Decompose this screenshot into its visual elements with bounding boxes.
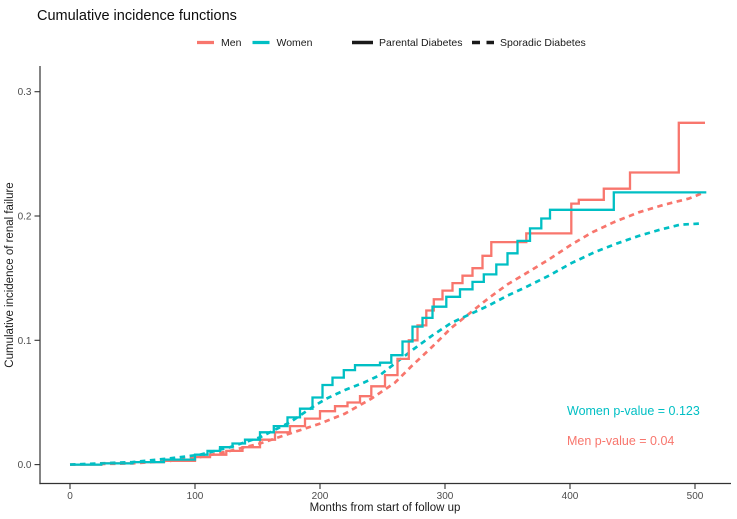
chart-title: Cumulative incidence functions — [37, 8, 237, 24]
x-tick-label: 100 — [187, 491, 204, 502]
x-tick-label: 0 — [67, 491, 73, 502]
x-tick-marks — [69, 483, 696, 489]
legend-label-sporadic-diabetes: Sporadic Diabetes — [500, 37, 586, 49]
y-tick-label: 0.3 — [18, 87, 32, 98]
y-tick-label: 0.0 — [18, 460, 32, 471]
x-tick-label: 200 — [312, 491, 329, 502]
legend: Men Women Parental Diabetes Sporadic Dia… — [197, 37, 586, 49]
y-tick-marks — [34, 91, 40, 466]
plot-area — [69, 121, 707, 466]
x-axis-title: Months from start of follow up — [310, 502, 461, 514]
annotation-men-pvalue: Men p-value = 0.04 — [567, 434, 674, 448]
legend-label-men: Men — [221, 37, 242, 49]
annotation-women-pvalue: Women p-value = 0.123 — [567, 404, 700, 418]
x-tick-labels: 0 100 200 300 400 500 — [67, 491, 704, 502]
y-tick-label: 0.1 — [18, 336, 32, 347]
y-tick-labels: 0.3 0.2 0.1 0.0 — [18, 87, 32, 471]
series-men-sporadic-line — [69, 192, 702, 466]
series-women-sporadic-line — [69, 222, 702, 466]
series-women-parental-line — [70, 191, 707, 466]
y-tick-label: 0.2 — [18, 212, 32, 223]
x-tick-label: 300 — [437, 491, 454, 502]
legend-label-women: Women — [277, 37, 313, 49]
series-men-parental-line — [70, 121, 705, 466]
x-tick-label: 400 — [562, 491, 579, 502]
y-axis-title: Cumulative incidence of renal failure — [4, 182, 16, 367]
x-tick-label: 500 — [687, 491, 704, 502]
legend-label-parental-diabetes: Parental Diabetes — [379, 37, 462, 49]
